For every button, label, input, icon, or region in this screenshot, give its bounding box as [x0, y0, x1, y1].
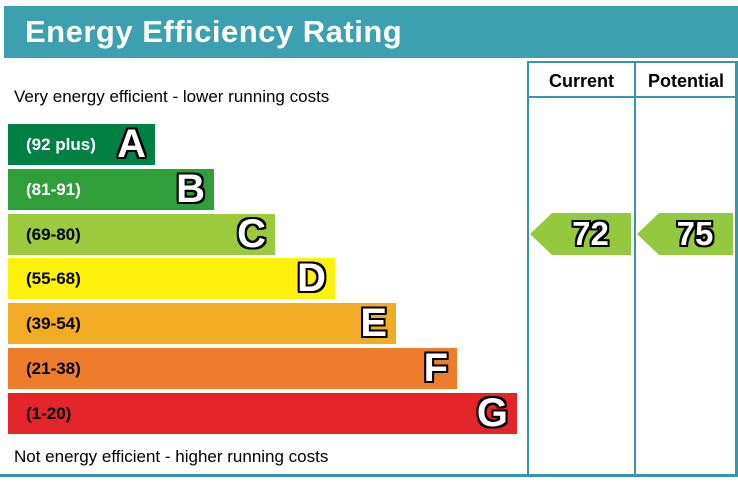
band-a-letter: A: [117, 121, 146, 166]
band-d-range-label: (55-68): [26, 269, 81, 288]
band-a: (92 plus) A: [8, 124, 155, 165]
band-g-range-label: (1-20): [26, 404, 72, 423]
band-g-letter: G: [476, 390, 508, 435]
band-c-range-label: (69-80): [26, 225, 81, 244]
band-e-letter: E: [360, 300, 387, 345]
band-e-range-label: (39-54): [26, 314, 81, 333]
current-rating-value: 72: [572, 215, 609, 252]
page-title: Energy Efficiency Rating: [25, 14, 403, 49]
potential-rating-arrow: 75: [637, 213, 733, 255]
title-bar: Energy Efficiency Rating: [4, 6, 738, 58]
band-e: (39-54) E: [8, 303, 396, 344]
table-top-border: [527, 61, 737, 63]
band-b-letter: B: [176, 166, 205, 211]
column-header-current: Current: [548, 71, 614, 91]
band-c-letter: C: [237, 211, 266, 256]
column-header-potential: Potential: [647, 71, 724, 91]
band-c: (69-80) C: [8, 214, 275, 255]
table-left-divider: [527, 61, 529, 476]
table-middle-divider: [634, 61, 636, 476]
band-f-range-label: (21-38): [26, 359, 81, 378]
band-b-range-label: (81-91): [26, 180, 81, 199]
top-note: Very energy efficient - lower running co…: [14, 87, 330, 106]
band-g: (1-20) G: [8, 393, 517, 434]
current-rating-arrow: 72: [530, 213, 631, 255]
band-b: (81-91) B: [8, 169, 214, 210]
bottom-note: Not energy efficient - higher running co…: [14, 447, 329, 466]
band-f-letter: F: [423, 345, 448, 390]
band-d: (55-68) D: [8, 258, 335, 299]
band-a-range-label: (92 plus): [26, 135, 96, 154]
header-underline: [527, 96, 737, 98]
potential-rating-value: 75: [676, 215, 714, 252]
table-right-border: [735, 61, 738, 476]
band-d-letter: D: [297, 255, 326, 300]
band-f: (21-38) F: [8, 348, 457, 389]
bottom-border: [0, 474, 738, 477]
